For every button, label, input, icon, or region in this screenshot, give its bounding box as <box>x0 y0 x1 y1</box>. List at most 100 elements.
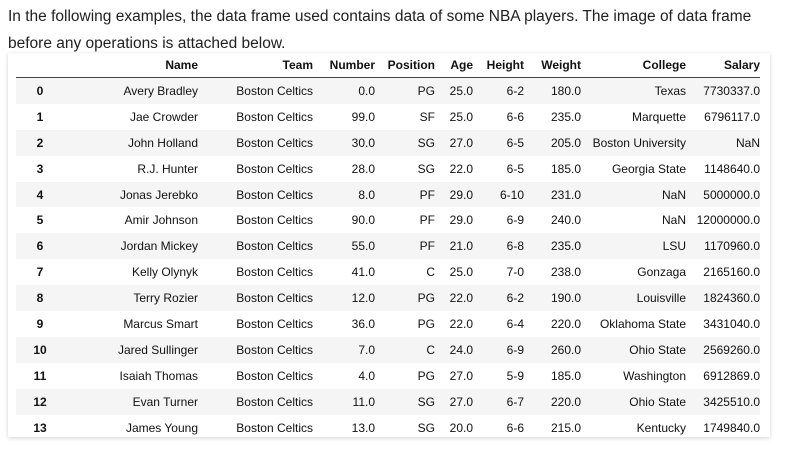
row-index-cell: 6 <box>36 239 44 254</box>
position-cell: PG <box>417 83 435 98</box>
weight-cell: 235.0 <box>550 239 581 254</box>
team-cell: Boston Celtics <box>236 420 313 435</box>
player-name-cell: Evan Turner <box>132 394 198 409</box>
table-row: 9 Marcus Smart Boston Celtics 36.0 PG 22.0 6-4… <box>16 311 760 337</box>
jersey-number-cell: 12.0 <box>351 291 375 306</box>
table-header-row: Name Team Number Position Age Height Wei… <box>16 53 760 78</box>
position-cell: SG <box>417 135 435 150</box>
player-name-cell: James Young <box>125 420 198 435</box>
college-cell: Texas <box>654 83 686 98</box>
height-cell: 6-9 <box>506 213 524 228</box>
college-cell: Boston University <box>592 135 686 150</box>
player-name-cell: Jae Crowder <box>129 109 198 124</box>
jersey-number-cell: 55.0 <box>351 239 375 254</box>
header-age: Age <box>435 53 473 78</box>
team-cell: Boston Celtics <box>236 265 313 280</box>
team-cell: Boston Celtics <box>236 109 313 124</box>
age-cell: 21.0 <box>449 239 473 254</box>
height-cell: 6-5 <box>506 135 524 150</box>
salary-cell: 2569260.0 <box>703 342 760 357</box>
table-row: 7 Kelly Olynyk Boston Celtics 41.0 C 25.0 7-0 2… <box>16 259 760 285</box>
college-cell: Gonzaga <box>637 265 686 280</box>
player-name-cell: Isaiah Thomas <box>119 368 199 383</box>
weight-cell: 260.0 <box>550 342 581 357</box>
header-position: Position <box>375 53 435 78</box>
weight-cell: 235.0 <box>550 109 581 124</box>
weight-cell: 215.0 <box>550 420 581 435</box>
position-cell: SF <box>419 109 435 124</box>
weight-cell: 231.0 <box>550 187 581 202</box>
salary-cell: 5000000.0 <box>703 187 760 202</box>
position-cell: PF <box>419 239 435 254</box>
age-cell: 20.0 <box>449 420 473 435</box>
player-name-cell: R.J. Hunter <box>137 161 198 176</box>
header-college: College <box>581 53 686 78</box>
age-cell: 27.0 <box>449 394 473 409</box>
row-index-cell: 7 <box>36 265 44 280</box>
salary-cell: 1824360.0 <box>703 291 760 306</box>
jersey-number-cell: 4.0 <box>358 368 375 383</box>
weight-cell: 240.0 <box>550 213 581 228</box>
college-cell: Louisville <box>636 291 686 306</box>
height-cell: 6-6 <box>506 109 524 124</box>
age-cell: 25.0 <box>449 265 473 280</box>
weight-cell: 220.0 <box>550 316 581 331</box>
height-cell: 6-6 <box>506 420 524 435</box>
college-cell: LSU <box>662 239 686 254</box>
age-cell: 22.0 <box>449 291 473 306</box>
team-cell: Boston Celtics <box>236 291 313 306</box>
player-name-cell: Marcus Smart <box>123 316 198 331</box>
team-cell: Boston Celtics <box>236 394 313 409</box>
player-name-cell: John Holland <box>127 135 198 150</box>
salary-cell: 1170960.0 <box>704 239 760 254</box>
table-row: 4 Jonas Jerebko Boston Celtics 8.0 PF 29.0 6-1… <box>16 181 760 208</box>
height-cell: 6-2 <box>506 83 524 98</box>
height-cell: 5-9 <box>506 368 524 383</box>
college-cell: Washington <box>623 368 686 383</box>
table-row: 2 John Holland Boston Celtics 30.0 SG 27.0 6-5… <box>16 129 760 156</box>
position-cell: PG <box>417 291 435 306</box>
college-cell: Georgia State <box>611 161 686 176</box>
jersey-number-cell: 99.0 <box>351 109 375 124</box>
row-index-cell: 0 <box>36 83 44 98</box>
jersey-number-cell: 11.0 <box>352 394 375 409</box>
jersey-number-cell: 0.0 <box>358 83 375 98</box>
table-body: 0 Avery Bradley Boston Celtics 0.0 PG 25.0 6-2… <box>16 77 760 441</box>
height-cell: 6-5 <box>506 161 524 176</box>
team-cell: Boston Celtics <box>236 83 313 98</box>
height-cell: 6-8 <box>506 239 524 254</box>
player-name-cell: Jared Sullinger <box>117 342 198 357</box>
position-cell: C <box>426 265 435 280</box>
jersey-number-cell: 8.0 <box>358 187 375 202</box>
college-cell: Oklahoma State <box>599 316 686 331</box>
height-cell: 6-7 <box>506 394 524 409</box>
team-cell: Boston Celtics <box>236 368 313 383</box>
team-cell: Boston Celtics <box>236 187 313 202</box>
row-index-cell: 4 <box>36 187 44 202</box>
player-name-cell: Jordan Mickey <box>120 239 198 254</box>
jersey-number-cell: 30.0 <box>351 135 375 150</box>
salary-cell: 2165160.0 <box>703 265 760 280</box>
salary-cell: 7730337.0 <box>703 83 760 98</box>
table-row: 5 Amir Johnson Boston Celtics 90.0 PF 29.0 6-9… <box>16 207 760 233</box>
college-cell: NaN <box>661 213 686 228</box>
row-index-cell: 13 <box>33 420 47 435</box>
weight-cell: 238.0 <box>550 265 581 280</box>
position-cell: PG <box>417 316 435 331</box>
age-cell: 25.0 <box>449 83 473 98</box>
salary-cell: NaN <box>735 135 760 150</box>
row-index-cell: 5 <box>36 213 44 228</box>
row-index-cell: 2 <box>36 135 44 150</box>
weight-cell: 190.0 <box>550 291 581 306</box>
dataframe-card: Name Team Number Position Age Height Wei… <box>8 53 770 437</box>
age-cell: 29.0 <box>449 213 473 228</box>
age-cell: 22.0 <box>449 161 473 176</box>
table-row: 6 Jordan Mickey Boston Celtics 55.0 PF 21.0 6-… <box>16 233 760 260</box>
jersey-number-cell: 36.0 <box>351 316 375 331</box>
height-cell: 6-10 <box>499 187 524 202</box>
position-cell: SG <box>417 161 435 176</box>
college-cell: Ohio State <box>629 394 686 409</box>
player-name-cell: Amir Johnson <box>124 213 198 228</box>
header-number: Number <box>313 53 375 78</box>
weight-cell: 205.0 <box>550 135 581 150</box>
